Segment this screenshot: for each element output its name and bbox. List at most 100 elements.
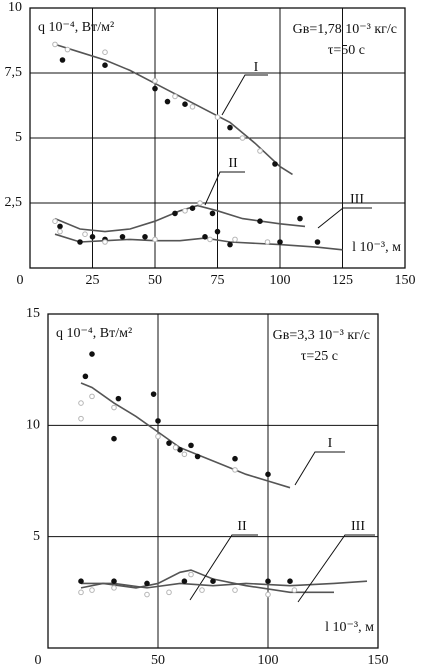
x-tick-label: 125: [332, 273, 353, 288]
label-leader: [294, 451, 345, 486]
data-point: [232, 587, 238, 593]
data-point: [214, 228, 221, 235]
annotation: Gв=3,3 10⁻³ кг/с: [273, 328, 370, 343]
x-tick-label: 50: [148, 273, 162, 288]
curve-label: I: [328, 436, 333, 451]
curve: [54, 204, 306, 233]
x-tick-label: 100: [270, 273, 291, 288]
label-leader: [297, 534, 375, 603]
plot-frame: [47, 313, 379, 649]
data-point: [166, 589, 172, 596]
data-point: [111, 578, 117, 585]
curve: [54, 233, 343, 251]
data-point: [172, 93, 178, 100]
x-tick-label: 0: [17, 273, 24, 288]
data-point: [164, 98, 171, 105]
x-tick-label: 150: [368, 653, 389, 668]
x-tick-label: 75: [211, 273, 225, 288]
data-point: [52, 41, 58, 48]
label-leader: [189, 534, 258, 601]
data-point: [78, 578, 84, 585]
data-point: [111, 585, 117, 591]
data-point: [181, 578, 188, 585]
data-point: [119, 234, 126, 240]
data-point: [52, 218, 58, 224]
curve: [54, 43, 293, 176]
data-point: [291, 587, 298, 593]
curve: [80, 569, 334, 594]
data-point: [64, 46, 71, 53]
data-point: [89, 234, 96, 240]
curve-label: I: [254, 60, 259, 75]
y-tick-label: 5: [15, 130, 22, 145]
plot-frame: [29, 7, 406, 269]
y-tick-label: 7,5: [5, 65, 23, 80]
data-point: [152, 85, 158, 92]
data-point: [182, 101, 188, 107]
data-point: [59, 57, 66, 63]
x-tick-label: 150: [395, 273, 416, 288]
data-point: [77, 239, 83, 245]
data-point: [82, 373, 89, 380]
data-point: [188, 442, 194, 449]
data-point: [144, 591, 150, 598]
data-point: [207, 236, 213, 243]
data-point: [239, 135, 246, 141]
curve: [80, 382, 291, 489]
data-point: [166, 440, 172, 446]
data-point: [272, 161, 278, 167]
data-point: [188, 571, 194, 578]
data-point: [152, 236, 158, 243]
data-point: [102, 62, 108, 68]
data-point: [182, 208, 188, 214]
label-leader: [204, 171, 245, 206]
data-point: [155, 433, 161, 440]
data-point: [111, 435, 117, 442]
data-point: [78, 400, 84, 406]
data-point: [194, 453, 201, 460]
data-point: [265, 471, 271, 478]
data-point: [89, 351, 95, 357]
data-point: [78, 589, 84, 596]
data-point: [265, 578, 271, 585]
data-point: [82, 231, 88, 237]
data-point: [142, 234, 148, 240]
curve-label: II: [228, 156, 238, 171]
curve: [81, 580, 368, 589]
data-point: [177, 447, 183, 453]
y-tick-label: 10: [8, 0, 22, 15]
data-point: [152, 78, 158, 84]
data-point: [202, 234, 208, 240]
data-point: [209, 210, 216, 217]
data-point: [227, 241, 233, 248]
data-point: [155, 418, 161, 424]
data-point: [111, 404, 117, 411]
annotation: Gв=1,78 10⁻³ кг/с: [293, 22, 397, 37]
data-point: [89, 393, 95, 400]
data-point: [297, 215, 303, 222]
y-tick-label: 2,5: [5, 195, 23, 210]
data-point: [57, 228, 63, 235]
data-point: [150, 391, 157, 397]
x-tick-label: 25: [86, 273, 100, 288]
data-point: [257, 148, 263, 154]
data-point: [102, 49, 108, 56]
curve-label: III: [351, 519, 365, 534]
data-point: [189, 205, 196, 211]
y-tick-label: 5: [33, 529, 40, 544]
curve-label: III: [350, 192, 364, 207]
x-axis-label: l 10⁻³, м: [325, 620, 374, 635]
y-tick-label: 10: [26, 418, 40, 433]
data-point: [314, 239, 321, 245]
data-point: [144, 580, 150, 587]
data-point: [189, 104, 196, 110]
data-point: [89, 587, 95, 593]
data-point: [232, 236, 238, 243]
label-leader: [221, 74, 268, 116]
data-point: [210, 578, 216, 585]
y-tick-label: 15: [26, 306, 40, 321]
data-point: [265, 591, 271, 598]
data-point: [257, 218, 263, 224]
y-axis-label: q 10⁻⁴, Вт/м²: [38, 20, 114, 35]
